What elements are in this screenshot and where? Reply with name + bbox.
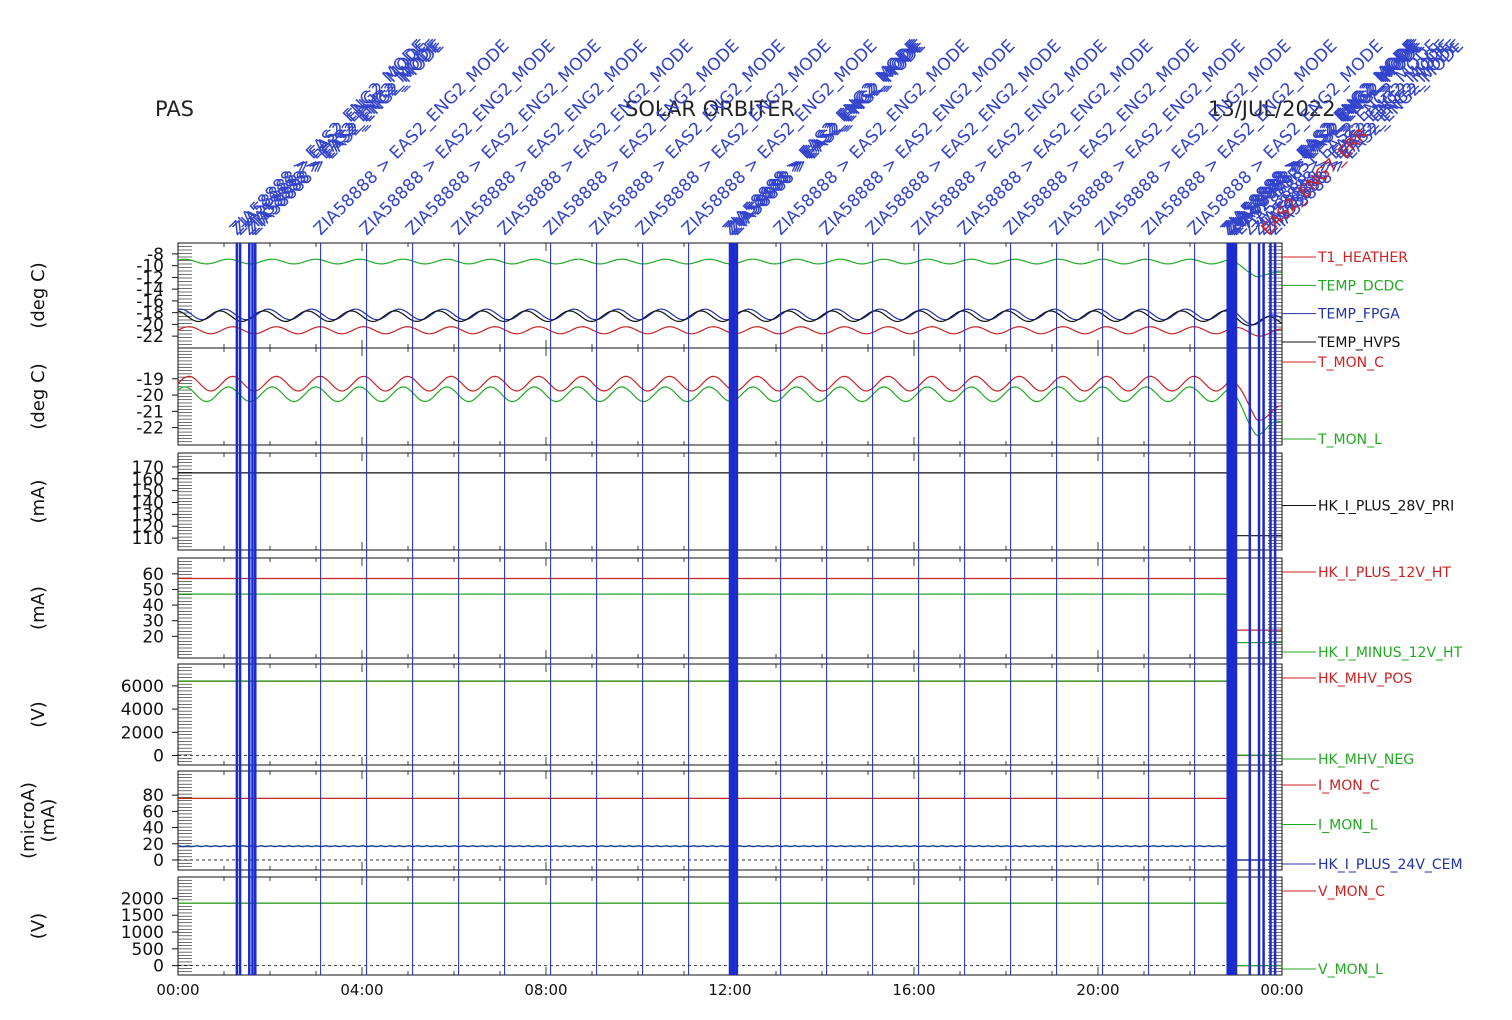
series-label: V_MON_L — [1318, 962, 1383, 978]
y-tick-label: 50 — [142, 580, 164, 600]
y-tick-label: -20 — [136, 315, 164, 335]
y-tick-label: 60 — [142, 802, 164, 822]
y-tick-label: 110 — [132, 529, 164, 549]
series-label: HK_I_MINUS_12V_HT — [1318, 645, 1463, 661]
x-tick-label: 00:00 — [1260, 981, 1303, 999]
series-label: HK_MHV_POS — [1318, 671, 1412, 687]
x-tick-label: 08:00 — [524, 981, 567, 999]
y-tick-label: -8 — [147, 245, 164, 265]
x-tick-label: 16:00 — [892, 981, 935, 999]
x-tick-label: 12:00 — [708, 981, 751, 999]
y-tick-label: -22 — [136, 419, 164, 439]
series-label: T_MON_L — [1317, 432, 1382, 448]
y-tick-label: 4000 — [121, 700, 164, 720]
series-label: I_MON_C — [1318, 778, 1380, 794]
y-tick-label: -19 — [136, 370, 164, 390]
y-tick-label: 1500 — [121, 906, 164, 926]
y-tick-label: 6000 — [121, 677, 164, 697]
series-label: TEMP_HVPS — [1317, 335, 1400, 351]
y-tick-label: 130 — [132, 505, 164, 525]
y-tick-label: 160 — [132, 470, 164, 490]
series-label: V_MON_C — [1318, 884, 1385, 900]
x-tick-label: 00:00 — [156, 981, 199, 999]
panel-2: -19-20-21-22 (deg C) T_MON_C T_MON_L — [28, 347, 1384, 448]
series-label: HK_I_PLUS_24V_CEM — [1318, 857, 1463, 873]
y-tick-label: 150 — [132, 482, 164, 502]
y-tick-label: 0 — [153, 851, 164, 871]
y-tick-label: 60 — [142, 565, 164, 585]
y-axis-label: (V) — [28, 701, 49, 727]
x-tick-label: 04:00 — [340, 981, 383, 999]
header-left-label: PAS — [155, 97, 195, 121]
y-tick-label: 0 — [153, 957, 164, 977]
series-label: TEMP_DCDC — [1317, 278, 1404, 294]
header-right-date: 13/JUL/2022 — [1208, 97, 1336, 121]
series-label: HK_I_PLUS_12V_HT — [1318, 565, 1451, 581]
series-label: I_MON_L — [1318, 818, 1378, 834]
y-axis-label: (deg C) — [28, 262, 49, 328]
y-tick-label: -21 — [136, 402, 164, 422]
y-tick-label: -16 — [136, 292, 164, 312]
y-tick-label: -20 — [136, 386, 164, 406]
y-axis-label: (microA) — [18, 782, 39, 859]
y-tick-label: 2000 — [121, 889, 164, 909]
x-axis: 00:00 04:00 08:00 12:00 16:00 20:00 00:00 — [156, 981, 1303, 999]
y-axis-label: (deg C) — [28, 363, 49, 429]
y-tick-label: -22 — [136, 327, 164, 347]
y-tick-label: 500 — [132, 940, 164, 960]
y-tick-label: 20 — [142, 627, 164, 647]
y-tick-label: 80 — [142, 786, 164, 806]
series-label: HK_I_PLUS_28V_PRI — [1318, 499, 1454, 515]
y-tick-label: 2000 — [121, 723, 164, 743]
y-tick-label: 1000 — [121, 923, 164, 943]
y-tick-label: -18 — [136, 304, 164, 324]
y-tick-label: 20 — [142, 835, 164, 855]
y-tick-label: 0 — [153, 747, 164, 767]
y-tick-label: 140 — [132, 494, 164, 514]
y-tick-label: 120 — [132, 517, 164, 537]
series-label: TEMP_FPGA — [1317, 307, 1400, 323]
y-axis-label: (V) — [28, 913, 49, 939]
series-label: HK_MHV_NEG — [1318, 752, 1414, 768]
y-axis-label: (mA) — [28, 480, 49, 524]
y-tick-label: -12 — [136, 268, 164, 288]
header-center-title: SOLAR ORBITER — [625, 97, 796, 121]
y-tick-label: -14 — [136, 280, 164, 300]
x-tick-label: 20:00 — [1076, 981, 1119, 999]
series-label: T_MON_C — [1317, 355, 1384, 371]
y-tick-label: -10 — [136, 257, 164, 277]
y-tick-label: 40 — [142, 819, 164, 839]
y-tick-label: 170 — [132, 458, 164, 478]
y-axis-label: (mA) — [38, 799, 59, 843]
series-label: T1_HEATHER — [1317, 250, 1408, 266]
y-tick-label: 30 — [142, 612, 164, 632]
panel-1: -8-10-12-14-16-18-20-22 (deg C) T1_HEATHER… — [28, 242, 1408, 351]
y-tick-label: 40 — [142, 596, 164, 616]
y-axis-label: (mA) — [28, 586, 49, 630]
